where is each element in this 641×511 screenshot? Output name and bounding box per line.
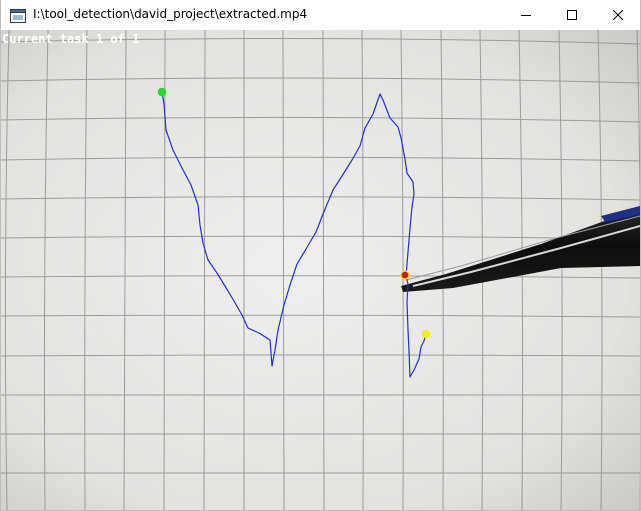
window-title: I:\tool_detection\david_project\extracte… (33, 7, 308, 21)
task-progress-label: Current task 1 of 1 (2, 32, 140, 46)
video-window-icon (10, 8, 26, 23)
maximize-button[interactable] (549, 0, 595, 30)
tool-tip-marker (400, 270, 410, 280)
close-button[interactable] (595, 0, 641, 30)
maximize-icon (567, 10, 577, 20)
minimize-button[interactable] (503, 0, 549, 30)
tool-forceps (401, 206, 640, 292)
start-marker (157, 87, 167, 97)
title-bar[interactable]: I:\tool_detection\david_project\extracte… (1, 0, 640, 30)
grid-lines (1, 30, 640, 510)
close-icon (613, 10, 623, 20)
minimize-icon (521, 10, 531, 20)
trajectory-path (161, 91, 427, 378)
grid-paper (1, 30, 640, 510)
video-frame: Current task 1 of 1 (1, 30, 640, 510)
end-marker (421, 329, 431, 339)
